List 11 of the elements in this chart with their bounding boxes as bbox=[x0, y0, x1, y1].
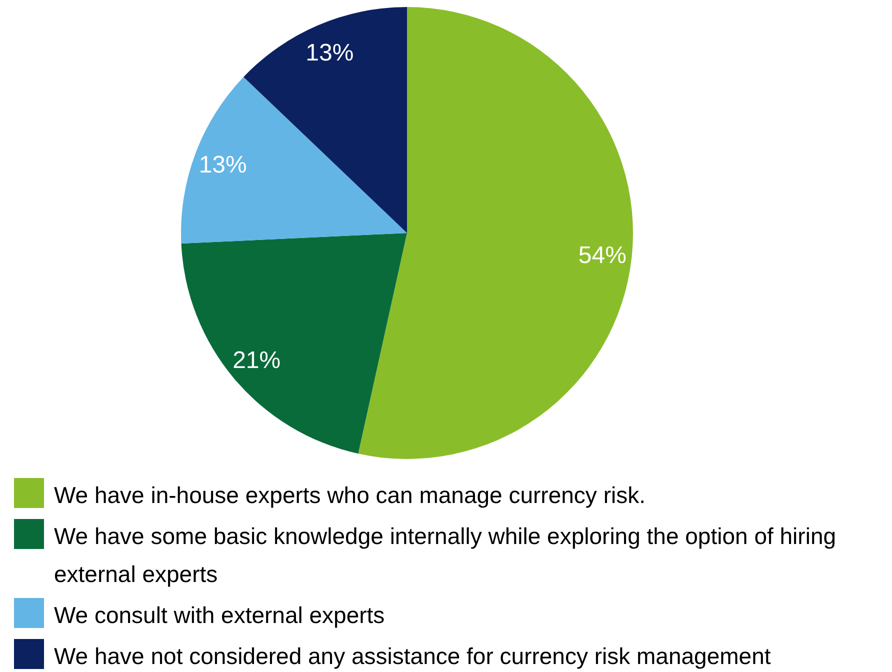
legend-label: We consult with external experts bbox=[54, 602, 385, 628]
data-label: 54% bbox=[578, 242, 626, 269]
pie-slice bbox=[181, 233, 407, 454]
legend-label: We have not considered any assistance for currency risk management bbox=[54, 643, 772, 669]
data-label: 21% bbox=[232, 347, 281, 374]
data-label: 13% bbox=[198, 152, 247, 179]
pie-slice bbox=[358, 7, 633, 459]
legend-label: We have in-house experts who can manage currency risk. bbox=[54, 482, 646, 508]
legend-label: We have some basic knowledge internally while exploring the option of hiring external experts bbox=[54, 523, 836, 587]
pie-slice bbox=[181, 76, 407, 244]
data-label: 13% bbox=[306, 40, 354, 67]
